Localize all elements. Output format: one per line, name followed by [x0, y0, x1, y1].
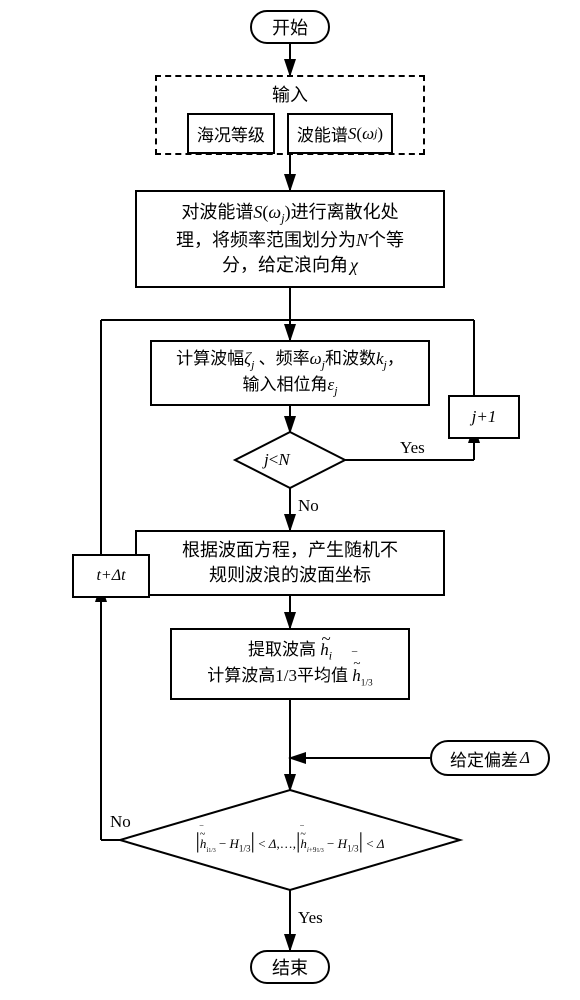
t: S	[253, 202, 262, 222]
t: 理，将频率范围划分为	[176, 230, 356, 250]
decision-jn-no: No	[298, 496, 319, 516]
t: ,…,	[276, 836, 296, 851]
t: 提取波高	[248, 640, 316, 659]
terminator-end-label: 结束	[272, 954, 308, 980]
tilde-icon: ~	[321, 627, 330, 651]
t: 1/3	[239, 844, 251, 854]
compute-line: 输入相位角εj	[176, 373, 404, 399]
compute-wave-box: 计算波幅ζj 、频率ωj和波数kj， 输入相位角εj	[150, 340, 430, 406]
t: 进行离散化处	[291, 202, 399, 222]
t: 分，给定浪向角	[222, 255, 348, 275]
feedback-j-plus-1: j+1	[448, 395, 520, 439]
t: <	[366, 836, 373, 851]
t: j	[251, 357, 254, 371]
spectrum-prefix: 波能谱	[297, 121, 348, 146]
input-cell-sea-state: 海况等级	[187, 113, 275, 154]
surface-line: 根据波面方程，产生随机不	[182, 538, 398, 563]
final-decision-expr: |‾~hi1/3 − H1/3| < Δ,…,|‾~hi+91/3 − H1/3…	[148, 828, 432, 854]
extract-box: 提取波高 ~ hi 计算波高1/3平均值 ‾ ~ h1/3	[170, 628, 410, 700]
extract-line: 提取波高 ~ hi	[207, 638, 372, 664]
discretize-box: 对波能谱S(ωj)进行离散化处 理，将频率范围划分为N个等 分，给定浪向角χ	[135, 190, 445, 288]
terminator-end: 结束	[250, 950, 330, 984]
t: H	[230, 836, 239, 851]
t: H	[338, 836, 347, 851]
t: Δ	[518, 748, 530, 768]
compute-line: 计算波幅ζj 、频率ωj和波数kj，	[176, 347, 404, 373]
t: ω	[310, 349, 322, 368]
decision-jn-label: j<N	[264, 450, 290, 470]
final-decision-no: No	[110, 812, 131, 832]
t: Δt	[112, 567, 126, 585]
t: ，	[387, 349, 404, 368]
t: N	[278, 450, 289, 469]
terminator-start: 开始	[250, 10, 330, 44]
t: <	[269, 450, 279, 469]
input-cell-spectrum: 波能谱 S(ωj)	[287, 113, 393, 154]
surface-eq-box: 根据波面方程，产生随机不 规则波浪的波面坐标	[135, 530, 445, 596]
surface-line: 规则波浪的波面坐标	[182, 563, 398, 588]
t: 个等	[368, 230, 404, 250]
input-group-title: 输入	[157, 81, 423, 107]
spectrum-sub: j	[374, 126, 377, 141]
t: ω	[268, 202, 281, 222]
t: 对波能谱	[181, 202, 253, 222]
t: 1/3	[361, 678, 373, 688]
spectrum-func: S	[348, 124, 357, 144]
spectrum-arg: ω	[362, 124, 374, 144]
decision-jn-yes: Yes	[400, 438, 425, 458]
t: N	[356, 230, 368, 250]
t: −	[219, 836, 226, 851]
input-group: 输入 海况等级 波能谱 S(ωj)	[155, 75, 425, 155]
terminator-start-label: 开始	[272, 14, 308, 40]
discretize-line: 分，给定浪向角χ	[176, 253, 404, 278]
t: +	[101, 567, 112, 585]
t: χ	[348, 255, 358, 275]
t: j	[334, 383, 337, 397]
t: −	[327, 836, 334, 851]
t: ~	[200, 829, 205, 840]
t: 1/3	[347, 844, 359, 854]
t: ~	[300, 829, 305, 840]
final-decision-yes: Yes	[298, 908, 323, 928]
feedback-t-plus-dt: t+Δt	[72, 554, 150, 598]
t: 、频率	[259, 349, 310, 368]
t: 和波数	[325, 349, 376, 368]
t: 给定偏差	[450, 746, 518, 771]
tilde-icon: ~	[353, 654, 360, 672]
t: j	[281, 211, 285, 225]
t: <	[258, 836, 265, 851]
t: 输入相位角	[242, 375, 327, 394]
discretize-line: 对波能谱S(ωj)进行离散化处	[176, 200, 404, 228]
extract-line: 计算波高1/3平均值 ‾ ~ h1/3	[207, 664, 372, 690]
t: 计算波高1/3平均值	[207, 666, 348, 685]
given-delta-oval: 给定偏差Δ	[430, 740, 550, 776]
t: 计算波幅	[176, 349, 244, 368]
discretize-line: 理，将频率范围划分为N个等	[176, 228, 404, 253]
t: Δ	[377, 836, 385, 851]
t: +1	[476, 407, 496, 427]
t: k	[376, 349, 384, 368]
